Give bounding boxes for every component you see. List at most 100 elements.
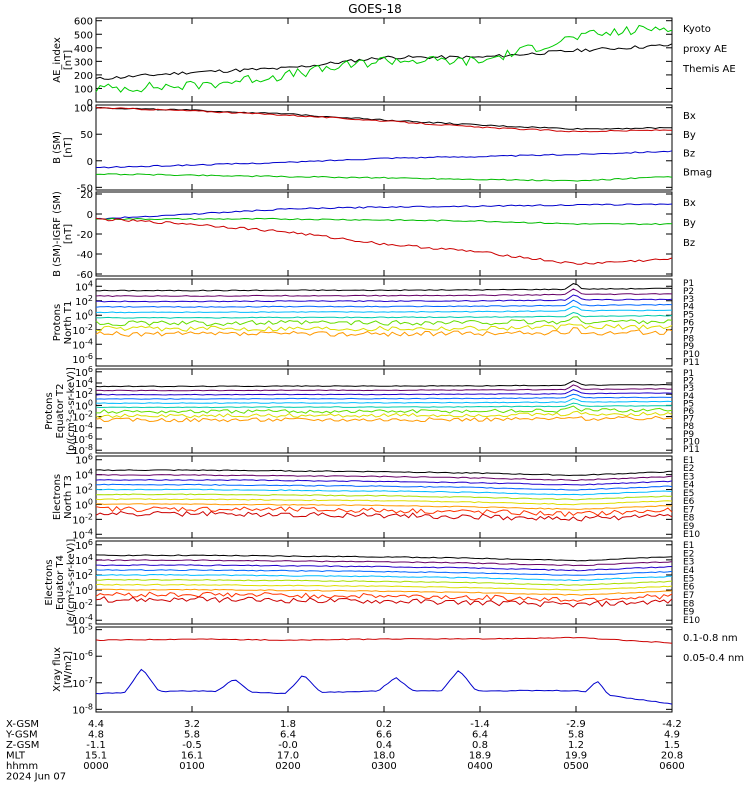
ylabel-line-xray-1: [W/m2] xyxy=(63,651,74,688)
ylabel-line-ae-0: AE_index xyxy=(52,37,63,83)
series-b_sm-3 xyxy=(96,150,673,169)
ytick-label-prot_n-0: 104 xyxy=(75,279,93,293)
footer-hhmm-1: 0100 xyxy=(179,761,204,772)
flux-prot_e-P2 xyxy=(95,384,673,392)
legend-elec_e-8: E9 xyxy=(683,608,695,618)
ylabel-elec_n: Electrons North T3 xyxy=(52,474,74,520)
legend-elec_n-1: E2 xyxy=(683,464,694,474)
ytick-label-b_igrf-1: 0 xyxy=(87,210,93,221)
ylabel-xray: Xray flux [W/m2] xyxy=(52,647,74,692)
flux-prot_e-P8 xyxy=(95,410,673,419)
legend-prot_n-4: P5 xyxy=(683,311,694,321)
legend-elec_e-0: E1 xyxy=(683,541,694,551)
legend-elec_n-6: E7 xyxy=(683,505,694,515)
ylabel-line-elec_n-0: Electrons xyxy=(52,474,63,520)
flux-elec_n-E10 xyxy=(95,510,673,522)
legend-prot_e-10: P11 xyxy=(683,445,700,455)
flux-elec_e-E7 xyxy=(95,583,673,591)
ytick-label-xray-0: 10-5 xyxy=(72,623,93,637)
ytick-label-prot_e-5: 10-4 xyxy=(72,421,93,435)
legend-prot_e-7: P8 xyxy=(683,422,694,432)
flux-prot_n-P6 xyxy=(95,311,673,319)
ylabel-line-ae-1: [nT] xyxy=(63,50,74,70)
legend-b_sm-3: Bmag xyxy=(683,167,712,178)
ytick-label-ae-3: 300 xyxy=(74,57,93,68)
footer-z-gsm-2: -0.0 xyxy=(278,740,298,751)
ytick-label-elec_e-1: 104 xyxy=(75,553,93,567)
legend-elec_n-8: E9 xyxy=(683,522,695,532)
ytick-label-prot_e-4: 10-2 xyxy=(72,410,93,424)
footer-label-z-gsm: Z-GSM xyxy=(6,740,39,751)
footer-y-gsm-0: 4.8 xyxy=(88,730,104,741)
ytick-label-prot_n-2: 100 xyxy=(75,308,93,322)
ylabel-line-prot_e-1: Equator T2 xyxy=(55,384,66,439)
footer-y-gsm-4: 6.4 xyxy=(472,730,488,741)
flux-prot_n-P4 xyxy=(95,299,673,308)
legend-ae-0: Kyoto xyxy=(683,24,711,35)
ytick-label-prot_n-4: 10-4 xyxy=(72,337,93,351)
legend-prot_e-5: P6 xyxy=(683,407,694,417)
footer-mlt-3: 18.0 xyxy=(373,751,395,762)
series-b_sm-2 xyxy=(95,107,673,130)
ylabel-line-prot_e-2: [p/(cm²-s-sr-keV)] xyxy=(66,367,77,455)
flux-elec_e-E10 xyxy=(95,596,673,608)
ytick-label-prot_e-2: 102 xyxy=(75,387,93,401)
footer-y-gsm-6: 4.9 xyxy=(664,730,680,741)
flux-prot_n-P9 xyxy=(95,327,673,337)
legend-prot_e-6: P7 xyxy=(683,415,694,425)
flux-prot_e-P3 xyxy=(95,389,673,396)
ytick-label-elec_e-0: 106 xyxy=(75,538,93,552)
legend-b_sm-2: Bz xyxy=(683,149,695,160)
legend-prot_e-9: P10 xyxy=(683,437,700,447)
ytick-label-prot_n-3: 10-2 xyxy=(72,323,93,337)
footer-hhmm-3: 0300 xyxy=(371,761,396,772)
flux-prot_n-P7 xyxy=(95,316,673,327)
ytick-label-prot_e-0: 106 xyxy=(75,365,93,379)
ytick-label-ae-2: 400 xyxy=(74,44,93,55)
legend-prot_e-2: P3 xyxy=(683,384,694,394)
legend-prot_n-0: P1 xyxy=(683,279,694,289)
flux-prot_n-P1 xyxy=(95,283,673,292)
ylabel-line-elec_n-1: North T3 xyxy=(63,475,74,519)
ytick-label-elec_e-4: 10-2 xyxy=(72,598,93,612)
ytick-label-elec_n-2: 102 xyxy=(75,483,93,497)
ytick-label-elec_e-5: 10-4 xyxy=(72,613,93,627)
legend-elec_n-0: E1 xyxy=(683,456,694,466)
flux-elec_n-E6 xyxy=(95,493,673,501)
legend-prot_e-3: P4 xyxy=(683,392,694,402)
ylabel-line-b_sm-0: B (SM) xyxy=(52,131,63,164)
legend-xray-0: 0.1-0.8 nm xyxy=(683,633,738,644)
flux-prot_e-P9 xyxy=(95,415,673,423)
footer-mlt-6: 20.8 xyxy=(661,751,683,762)
flux-elec_n-E3 xyxy=(95,478,673,486)
footer-x-gsm-5: -2.9 xyxy=(566,719,586,730)
footer-z-gsm-6: 1.5 xyxy=(664,740,680,751)
flux-elec_e-E1 xyxy=(95,554,673,562)
ytick-label-prot_n-1: 102 xyxy=(75,294,93,308)
footer-mlt-2: 17.0 xyxy=(277,751,299,762)
ylabel-line-b_igrf-0: B (SM)-IGRF (SM) xyxy=(52,191,63,277)
series-b_sm-5 xyxy=(95,106,673,133)
ylabel-prot_n: Protons North T1 xyxy=(52,301,74,345)
ylabel-line-b_sm-1: [nT] xyxy=(63,137,74,157)
ylabel-line-prot_e-0: Protons xyxy=(44,392,55,429)
footer-label-y-gsm: Y-GSM xyxy=(5,730,38,741)
footer-hhmm-4: 0400 xyxy=(467,761,492,772)
legend-prot_n-8: P9 xyxy=(683,342,694,352)
legend-ae-2: Themis AE xyxy=(682,64,736,75)
footer-mlt-1: 16.1 xyxy=(181,751,203,762)
series-b_sm-4 xyxy=(95,173,673,182)
ylabel-prot_e: Protons Equator T2 [p/(cm²-s-sr-keV)] xyxy=(44,367,77,455)
ytick-label-ae-1: 500 xyxy=(74,30,93,41)
ytick-label-ae-6: 0 xyxy=(87,98,93,109)
flux-prot_e-P7 xyxy=(96,405,673,414)
legend-elec_n-4: E5 xyxy=(683,489,694,499)
legend-elec_n-5: E6 xyxy=(683,497,695,507)
footer-x-gsm-1: 3.2 xyxy=(184,719,200,730)
ytick-label-ae-5: 100 xyxy=(74,84,93,95)
legend-elec_e-9: E10 xyxy=(683,616,700,626)
ytick-label-elec_e-2: 102 xyxy=(75,568,93,582)
ylabel-line-prot_n-1: North T1 xyxy=(63,301,74,345)
legend-elec_e-6: E7 xyxy=(683,591,694,601)
flux-elec_n-E9 xyxy=(95,505,673,518)
